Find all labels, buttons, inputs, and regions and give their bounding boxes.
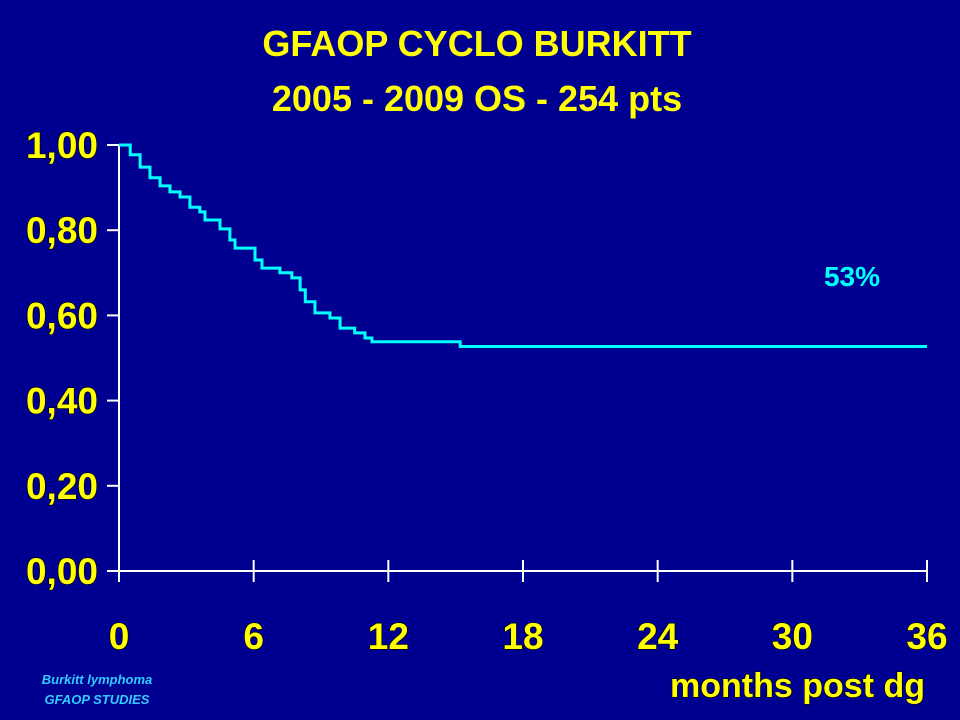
x-tick-label: 36 <box>906 616 947 657</box>
chart-subtitle: 2005 - 2009 OS - 254 pts <box>272 78 682 119</box>
x-tick-label: 30 <box>772 616 813 657</box>
x-tick-label: 18 <box>502 616 543 657</box>
x-axis-label: months post dg <box>670 667 925 705</box>
x-tick-label: 6 <box>243 616 264 657</box>
y-tick-label: 0,20 <box>26 466 98 507</box>
x-tick-label: 24 <box>637 616 679 657</box>
y-tick-label: 0,80 <box>26 210 98 251</box>
y-tick-label: 0,40 <box>26 381 98 422</box>
footer-line: Burkitt lymphoma <box>42 672 153 687</box>
y-tick-label: 0,00 <box>26 551 98 592</box>
y-tick-label: 1,00 <box>26 125 98 166</box>
chart-title: GFAOP CYCLO BURKITT <box>262 23 691 64</box>
footer-line: GFAOP STUDIES <box>45 692 150 707</box>
y-tick-label: 0,60 <box>26 295 98 336</box>
survival-curve <box>119 143 927 348</box>
x-tick-label: 0 <box>109 616 130 657</box>
annotation: 53% <box>824 261 880 292</box>
x-tick-label: 12 <box>368 616 409 657</box>
